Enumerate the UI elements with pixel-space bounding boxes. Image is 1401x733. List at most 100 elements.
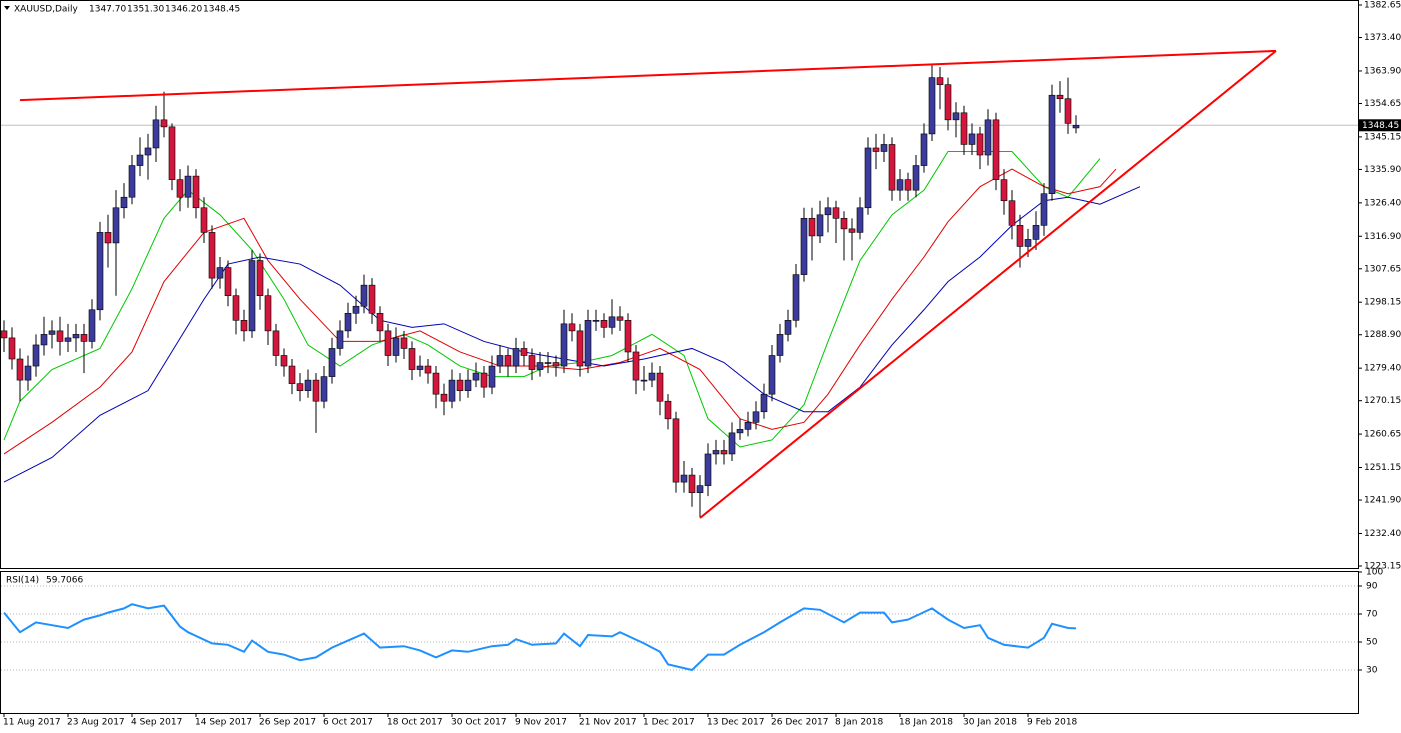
candle-body bbox=[16, 358, 24, 381]
candle-body bbox=[376, 312, 384, 332]
candle-body bbox=[80, 334, 88, 342]
candle-body bbox=[136, 154, 144, 166]
candle-body bbox=[1064, 98, 1072, 124]
candle-body bbox=[832, 207, 840, 219]
candle-body bbox=[320, 376, 328, 402]
candle-body bbox=[1016, 225, 1024, 247]
candle-body bbox=[984, 119, 992, 156]
collapse-icon[interactable] bbox=[4, 6, 10, 10]
last-close: 1348.45 bbox=[203, 5, 240, 15]
candle-body bbox=[520, 348, 528, 356]
candle-body bbox=[504, 355, 512, 367]
y-tick-label: 1307.65 bbox=[1364, 264, 1401, 274]
candle-body bbox=[552, 362, 560, 367]
candle-body bbox=[1008, 200, 1016, 226]
x-tick-label: 1 Dec 2017 bbox=[643, 718, 695, 728]
candle-body bbox=[512, 348, 520, 367]
x-tick-label: 4 Sep 2017 bbox=[131, 718, 182, 728]
y-tick-label: 1288.90 bbox=[1364, 330, 1401, 340]
candle-body bbox=[904, 179, 912, 191]
x-tick-label: 18 Oct 2017 bbox=[387, 718, 443, 728]
candle-body bbox=[1072, 124, 1080, 129]
candle-body bbox=[768, 355, 776, 395]
candle-body bbox=[200, 207, 208, 233]
y-tick-label: 1260.65 bbox=[1364, 430, 1401, 440]
candle-body bbox=[48, 330, 56, 335]
candle-body bbox=[24, 365, 32, 381]
candle-body bbox=[800, 218, 808, 275]
y-tick-label: 1298.15 bbox=[1364, 298, 1401, 308]
candle-body bbox=[480, 372, 488, 388]
candle-body bbox=[616, 316, 624, 321]
candle-body bbox=[1048, 94, 1056, 194]
candle-body bbox=[856, 207, 864, 233]
price-box-label: 1348.45 bbox=[1362, 121, 1399, 131]
candle-body bbox=[736, 429, 744, 434]
candle-body bbox=[256, 260, 264, 297]
candle-body bbox=[312, 379, 320, 402]
rsi-tick-label: 30 bbox=[1366, 666, 1378, 676]
candle-body bbox=[392, 337, 400, 356]
candle-body bbox=[360, 284, 368, 307]
candle-body bbox=[688, 474, 696, 493]
last-high: 1351.30 bbox=[127, 5, 164, 15]
candle-body bbox=[752, 411, 760, 423]
candle-body bbox=[280, 355, 288, 367]
candle-body bbox=[672, 418, 680, 483]
candle-body bbox=[0, 330, 8, 339]
candle-body bbox=[232, 295, 240, 321]
x-tick-label: 23 Aug 2017 bbox=[67, 718, 125, 728]
candle-body bbox=[568, 323, 576, 332]
candle-body bbox=[544, 362, 552, 364]
candle-body bbox=[728, 432, 736, 455]
candle-body bbox=[96, 232, 104, 311]
candle-body bbox=[240, 320, 248, 332]
candle-body bbox=[744, 422, 752, 430]
candle-body bbox=[528, 355, 536, 370]
candle-body bbox=[448, 379, 456, 402]
candle-body bbox=[640, 379, 648, 382]
rsi-value: 59.7066 bbox=[46, 576, 83, 586]
last-low: 1346.20 bbox=[165, 5, 202, 15]
y-tick-label: 1232.40 bbox=[1364, 529, 1401, 539]
x-tick-label: 9 Feb 2018 bbox=[1027, 718, 1078, 728]
x-tick-label: 21 Nov 2017 bbox=[579, 718, 637, 728]
candle-body bbox=[224, 267, 232, 297]
candle-body bbox=[760, 393, 768, 413]
candle-body bbox=[680, 474, 688, 483]
candle-body bbox=[216, 267, 224, 279]
moving-average bbox=[3, 186, 1141, 483]
y-tick-label: 1316.90 bbox=[1364, 232, 1401, 242]
trendline bbox=[699, 50, 1277, 519]
candle-body bbox=[416, 365, 424, 370]
y-tick-label: 1279.40 bbox=[1364, 364, 1401, 374]
candle-body bbox=[720, 450, 728, 455]
x-tick-label: 26 Dec 2017 bbox=[771, 718, 829, 728]
candle-body bbox=[968, 133, 976, 145]
candle-body bbox=[952, 112, 960, 121]
candle-body bbox=[880, 144, 888, 152]
candle-body bbox=[816, 214, 824, 237]
candle-body bbox=[152, 119, 160, 149]
candle-body bbox=[784, 320, 792, 335]
candle-body bbox=[264, 295, 272, 332]
y-tick-label: 1223.15 bbox=[1364, 562, 1401, 572]
candle-body bbox=[344, 312, 352, 332]
candle-body bbox=[128, 165, 136, 198]
y-tick-label: 1382.65 bbox=[1364, 1, 1401, 11]
candle-body bbox=[144, 147, 152, 156]
candle-body bbox=[840, 218, 848, 230]
symbol: XAUUSD,Daily bbox=[14, 5, 78, 15]
candle-body bbox=[192, 175, 200, 209]
candle-body bbox=[928, 77, 936, 135]
last-open: 1347.70 bbox=[89, 5, 126, 15]
candle-body bbox=[936, 77, 944, 85]
candle-body bbox=[184, 175, 192, 198]
candle-body bbox=[624, 320, 632, 353]
candle-body bbox=[592, 320, 600, 322]
rsi-name: RSI(14) bbox=[6, 576, 39, 586]
candle-body bbox=[848, 228, 856, 233]
x-tick-label: 9 Nov 2017 bbox=[515, 718, 567, 728]
candle-body bbox=[696, 485, 704, 493]
candle-body bbox=[960, 112, 968, 145]
